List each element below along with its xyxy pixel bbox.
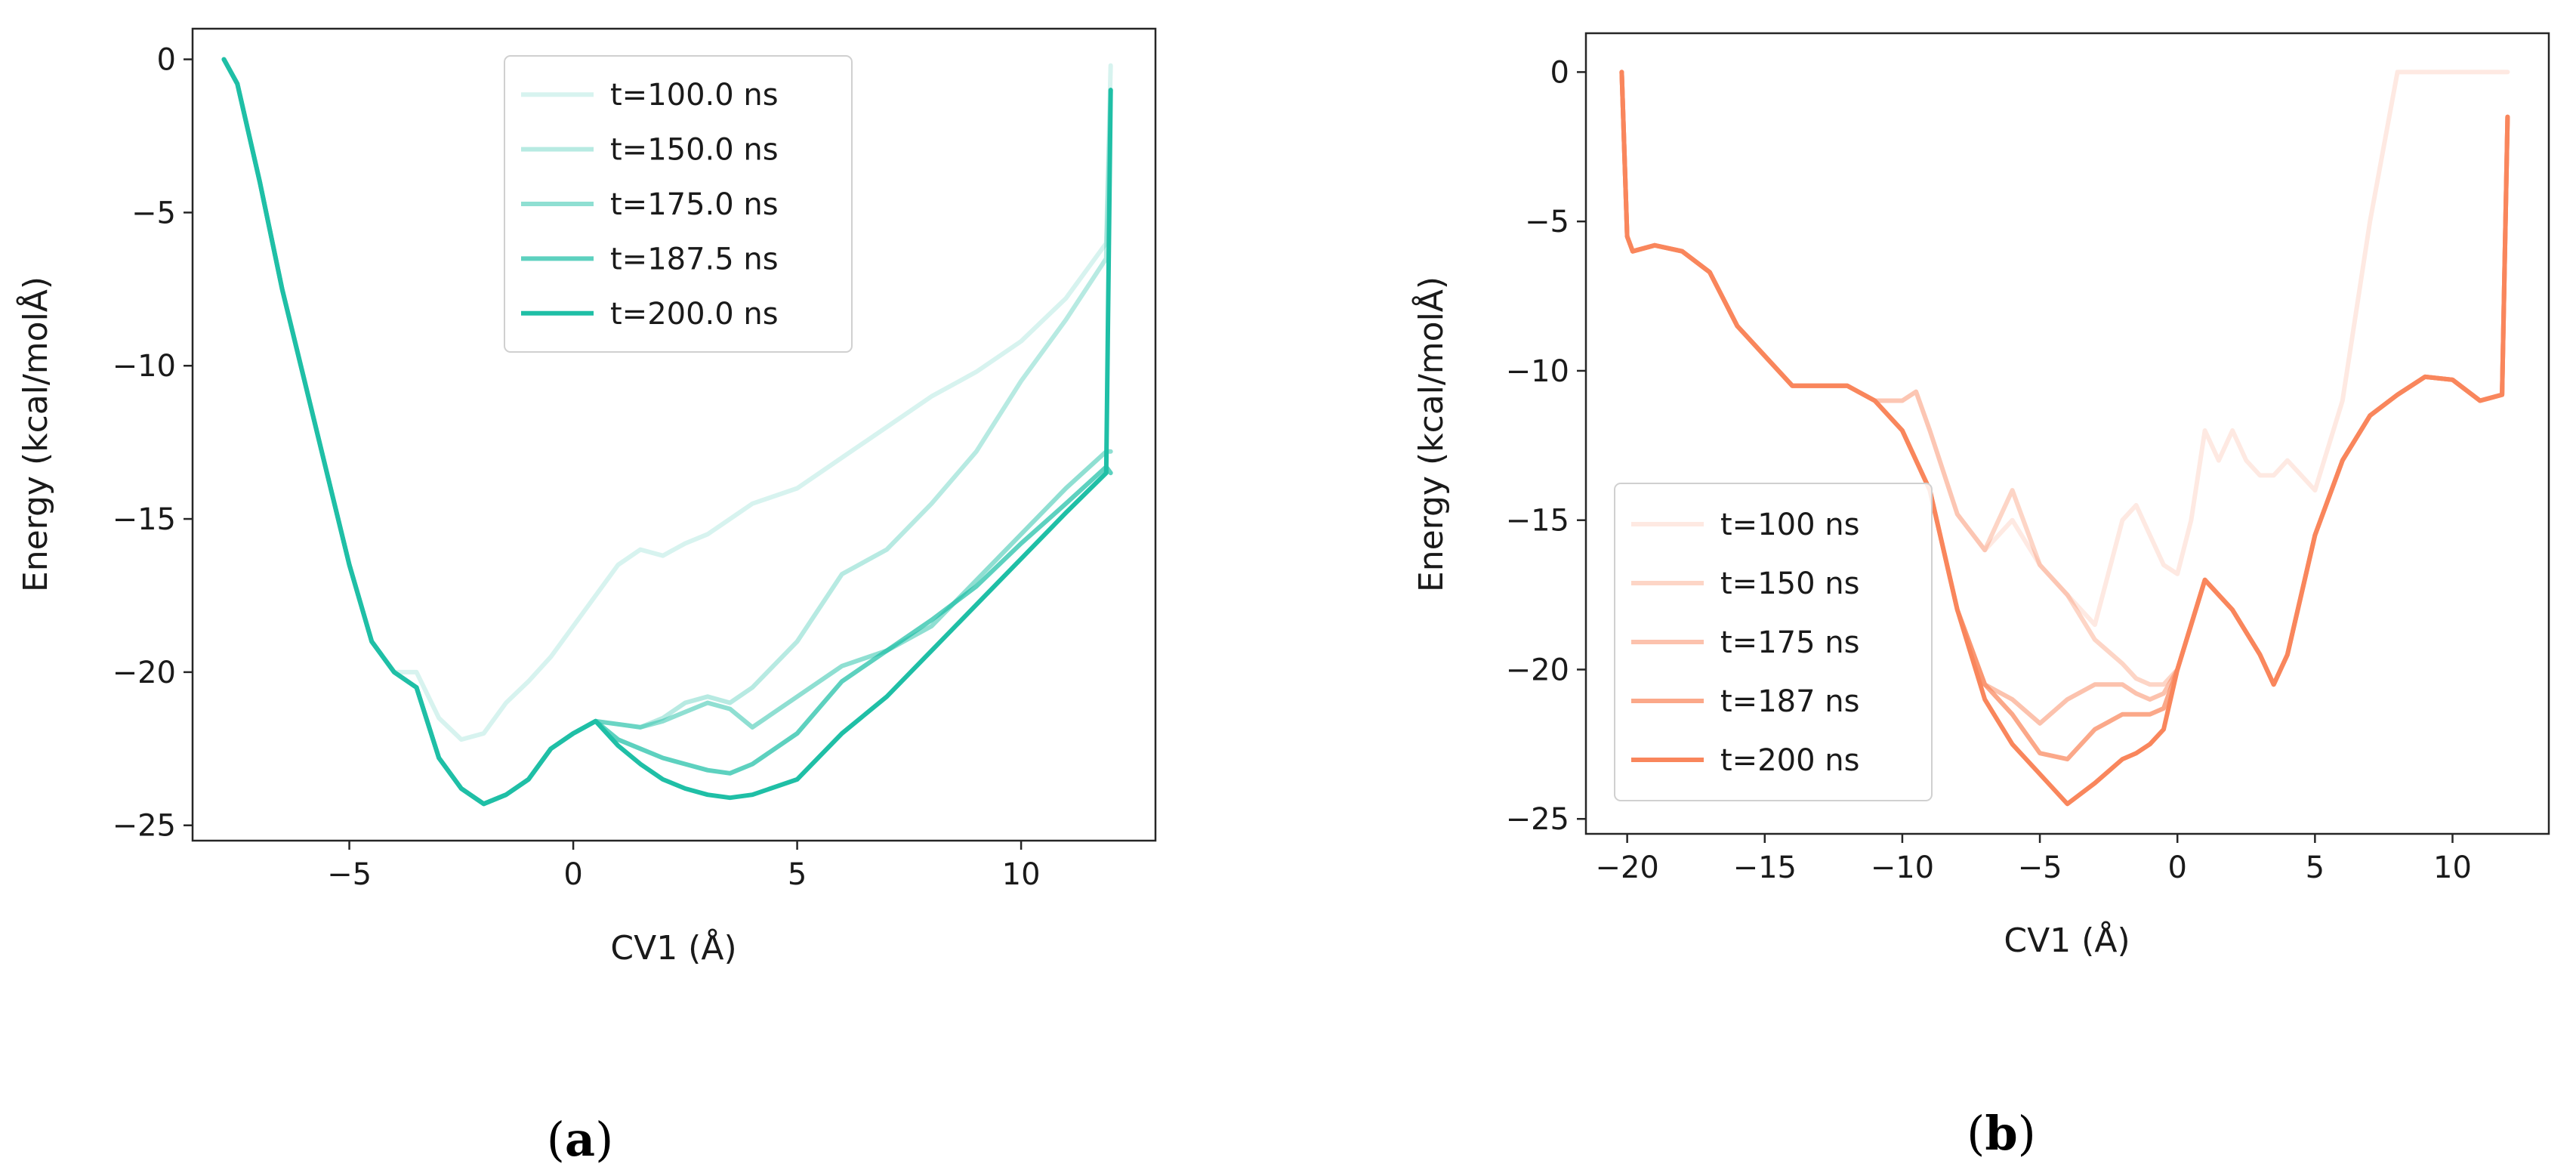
legend-box — [1614, 483, 1933, 801]
x-tick-label: 5 — [788, 857, 807, 892]
legend-label: t=187.5 ns — [610, 242, 779, 276]
y-tick-label: −20 — [113, 656, 176, 690]
legend: t=100.0 ns t=150.0 ns t=175.0 ns t=187.5 ns… — [504, 55, 853, 353]
y-tick-label: −25 — [1506, 802, 1569, 837]
x-tick-label: −20 — [1595, 850, 1658, 885]
series-layer — [221, 57, 1113, 807]
legend-label: t=200 ns — [1720, 743, 1859, 778]
x-tick-label: 0 — [563, 857, 582, 892]
y-tick-label: −15 — [1506, 504, 1569, 539]
y-tick-label: −10 — [113, 349, 176, 384]
y-axis-label: Energy (kcal/molÅ) — [1411, 276, 1451, 592]
x-axis-label: CV1 (Å) — [610, 928, 736, 968]
legend-box — [504, 55, 853, 353]
legend-label: t=175.0 ns — [610, 187, 779, 222]
legend-label: t=100.0 ns — [610, 78, 779, 113]
y-tick-label: −10 — [1506, 354, 1569, 389]
y-tick-label: −5 — [1525, 205, 1569, 239]
y-tick-label: −5 — [131, 196, 176, 230]
x-tick-label: 0 — [2167, 850, 2186, 885]
legend-label: t=175 ns — [1720, 625, 1859, 660]
x-tick-label: −10 — [1871, 850, 1934, 885]
plot-frame — [191, 27, 1157, 842]
y-tick-label: −15 — [113, 502, 176, 537]
y-axis-label: Energy (kcal/molÅ) — [15, 276, 55, 592]
panel-label-a: (a) — [547, 1112, 614, 1167]
y-tick-label: 0 — [157, 43, 176, 78]
panel-label-b-letter: b — [1985, 1106, 2017, 1161]
x-axis-label: CV1 (Å) — [2004, 920, 2130, 960]
x-tick-label: 10 — [2433, 850, 2472, 885]
y-tick-label: −20 — [1506, 653, 1569, 687]
y-tick-label: −25 — [113, 809, 176, 844]
legend-label: t=200.0 ns — [610, 297, 779, 332]
legend-label: t=187 ns — [1720, 684, 1859, 719]
series-line-5 — [1619, 69, 2510, 807]
chart-panel-a: −5 0 5 10 0 −5 −10 −15 −20 −25 CV1 (Å) Energy (kc… — [15, 27, 1157, 968]
x-tick-label: −15 — [1733, 850, 1797, 885]
chart-panel-b: −20 −15 −10 −5 0 5 10 0 −5 −10 −15 −20 −25 CV1 (Å) E… — [1411, 32, 2550, 960]
series-line-5 — [221, 57, 1113, 807]
x-tick-label: 10 — [1002, 857, 1041, 892]
x-tick-label: −5 — [2018, 850, 2062, 885]
legend-label: t=100 ns — [1720, 508, 1859, 542]
panel-label-a-letter: a — [565, 1112, 595, 1167]
x-tick-label: 5 — [2306, 850, 2325, 885]
x-tick-label: −5 — [327, 857, 372, 892]
plot-frame — [1584, 32, 2550, 835]
y-tick-label: 0 — [1550, 55, 1569, 90]
ticks-layer: −5 0 5 10 0 −5 −10 −15 −20 −25 — [113, 43, 1041, 892]
ticks-layer: −20 −15 −10 −5 0 5 10 0 −5 −10 −15 −20 −25 — [1506, 55, 2472, 885]
series-layer — [1619, 69, 2510, 807]
panel-label-b: (b) — [1967, 1106, 2036, 1161]
legend: t=100 ns t=150 ns t=175 ns t=187 ns t=200 ns — [1614, 483, 1933, 801]
legend-label: t=150.0 ns — [610, 133, 779, 168]
legend-label: t=150 ns — [1720, 566, 1859, 601]
